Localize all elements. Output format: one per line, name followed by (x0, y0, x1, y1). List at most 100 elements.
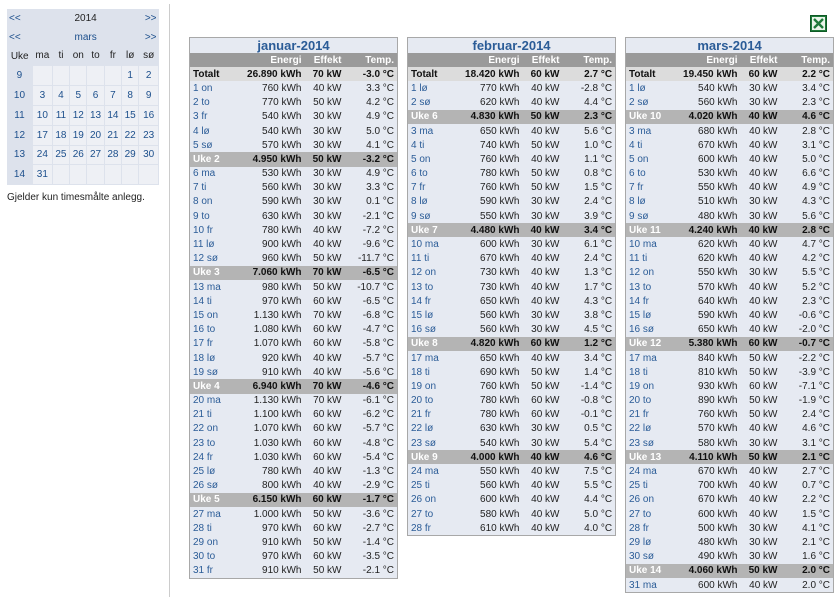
row-label[interactable]: 6 to (629, 168, 646, 180)
row-label[interactable]: 2 to (193, 97, 210, 109)
row-label[interactable]: 9 sø (629, 210, 649, 222)
week-number[interactable]: 13 (13, 149, 26, 161)
row-label[interactable]: 14 fr (629, 295, 650, 307)
row-label[interactable]: 2 sø (629, 97, 649, 109)
row-label[interactable]: 8 on (193, 196, 213, 208)
row-label[interactable]: 10 fr (193, 224, 214, 236)
row-label[interactable]: 14 ti (193, 295, 212, 307)
row-label[interactable]: 2 sø (411, 97, 431, 109)
nav-next[interactable]: >> (144, 12, 157, 24)
week-number[interactable]: 10 (13, 90, 26, 102)
row-label[interactable]: Uke 14 (625, 563, 676, 578)
day-cell[interactable]: 20 (86, 124, 105, 146)
row-label[interactable]: 28 fr (629, 522, 650, 534)
row-label[interactable]: 25 ti (629, 480, 648, 492)
row-label[interactable]: 13 to (411, 281, 434, 293)
week-number[interactable]: 14 (13, 169, 26, 181)
row-label[interactable]: Uke 12 (625, 336, 676, 351)
row-label[interactable]: 24 fr (193, 451, 214, 463)
row-label[interactable]: 19 on (629, 380, 655, 392)
row-label[interactable]: 4 lø (193, 125, 210, 137)
row-label[interactable]: 6 ma (193, 168, 216, 180)
nav-prev[interactable]: << (9, 12, 21, 24)
row-label[interactable]: 13 to (629, 281, 652, 293)
row-label[interactable]: 28 fr (411, 522, 432, 534)
row-label[interactable]: 30 sø (629, 551, 655, 563)
day-cell[interactable]: 16 (138, 104, 159, 126)
row-label[interactable]: 17 fr (193, 338, 214, 350)
row-label[interactable]: 26 on (411, 494, 437, 506)
nav-prev[interactable]: << (9, 31, 21, 43)
row-label[interactable]: 29 on (193, 536, 219, 548)
row-label[interactable]: 22 lø (411, 423, 434, 435)
row-label[interactable]: 27 to (411, 508, 434, 520)
row-label[interactable]: 8 lø (411, 196, 428, 208)
row-label[interactable]: 5 on (629, 153, 649, 165)
row-label[interactable]: 25 lø (193, 466, 216, 478)
row-label[interactable]: 24 ma (629, 466, 657, 478)
row-label[interactable]: 20 to (411, 395, 434, 407)
row-label[interactable]: 11 lø (193, 239, 215, 251)
row-label[interactable]: Uke 9 (407, 450, 458, 465)
day-cell[interactable]: 19 (69, 124, 88, 146)
row-label[interactable]: 21 fr (629, 409, 650, 421)
day-cell[interactable]: 28 (103, 144, 123, 166)
row-label[interactable]: 10 ma (629, 239, 657, 251)
day-cell[interactable]: 1 (121, 65, 140, 87)
row-label[interactable]: Uke 11 (625, 223, 676, 238)
day-cell[interactable]: 8 (121, 85, 140, 106)
row-label[interactable]: 1 on (193, 82, 213, 94)
row-label[interactable]: 18 lø (193, 352, 216, 364)
row-label[interactable]: 29 lø (629, 536, 652, 548)
row-label[interactable]: 19 sø (193, 366, 219, 378)
row-label[interactable]: 18 ti (629, 366, 648, 378)
day-cell[interactable]: 24 (31, 144, 53, 166)
row-label[interactable]: 10 ma (411, 239, 439, 251)
day-cell[interactable]: 27 (86, 144, 105, 166)
row-label[interactable]: 23 sø (411, 437, 437, 449)
row-label[interactable]: 23 sø (629, 437, 655, 449)
row-label[interactable]: 28 ti (193, 522, 212, 534)
day-cell[interactable]: 23 (138, 124, 159, 146)
day-cell[interactable]: 12 (69, 104, 88, 126)
row-label[interactable]: 16 sø (629, 324, 655, 336)
row-label[interactable]: 16 to (193, 324, 216, 336)
week-number[interactable]: 11 (14, 109, 25, 121)
row-label[interactable]: Uke 6 (407, 109, 458, 124)
day-cell[interactable]: 29 (121, 144, 140, 166)
row-label[interactable]: 12 on (411, 267, 437, 279)
day-cell[interactable]: 15 (121, 104, 140, 126)
row-label[interactable]: 15 on (193, 309, 219, 321)
row-label[interactable]: 4 ti (411, 139, 425, 151)
row-label[interactable]: 25 ti (411, 480, 430, 492)
day-cell[interactable]: 26 (69, 144, 88, 166)
day-cell[interactable]: 31 (31, 164, 53, 186)
day-cell[interactable]: 11 (51, 104, 71, 126)
row-label[interactable]: 20 ma (193, 395, 221, 407)
day-cell[interactable]: 22 (121, 124, 140, 146)
row-label[interactable]: 24 ma (411, 466, 439, 478)
row-label[interactable]: 30 to (193, 551, 216, 563)
row-label[interactable]: 7 fr (629, 182, 644, 194)
row-label[interactable]: 23 to (193, 437, 216, 449)
row-label[interactable]: 17 ma (411, 352, 439, 364)
row-label[interactable]: Uke 8 (407, 336, 458, 351)
row-label[interactable]: 21 ti (193, 409, 212, 421)
row-label[interactable]: Uke 3 (189, 265, 240, 280)
day-cell[interactable]: 30 (138, 144, 159, 166)
day-cell[interactable]: 21 (103, 124, 123, 146)
row-label[interactable]: 11 ti (411, 253, 430, 265)
row-label[interactable]: 12 on (629, 267, 655, 279)
row-label[interactable]: 26 on (629, 494, 655, 506)
row-label[interactable]: Uke 2 (189, 152, 240, 167)
row-label[interactable]: 18 ti (411, 366, 430, 378)
row-label[interactable]: 9 sø (411, 210, 431, 222)
day-cell[interactable]: 13 (86, 104, 105, 126)
day-cell[interactable]: 2 (138, 65, 159, 87)
row-label[interactable]: 7 fr (411, 182, 426, 194)
row-label[interactable]: 9 to (193, 210, 210, 222)
row-label[interactable]: Uke 5 (189, 492, 240, 507)
row-label[interactable]: 27 ma (193, 508, 221, 520)
row-label[interactable]: 27 to (629, 508, 652, 520)
row-label[interactable]: 22 on (193, 423, 219, 435)
